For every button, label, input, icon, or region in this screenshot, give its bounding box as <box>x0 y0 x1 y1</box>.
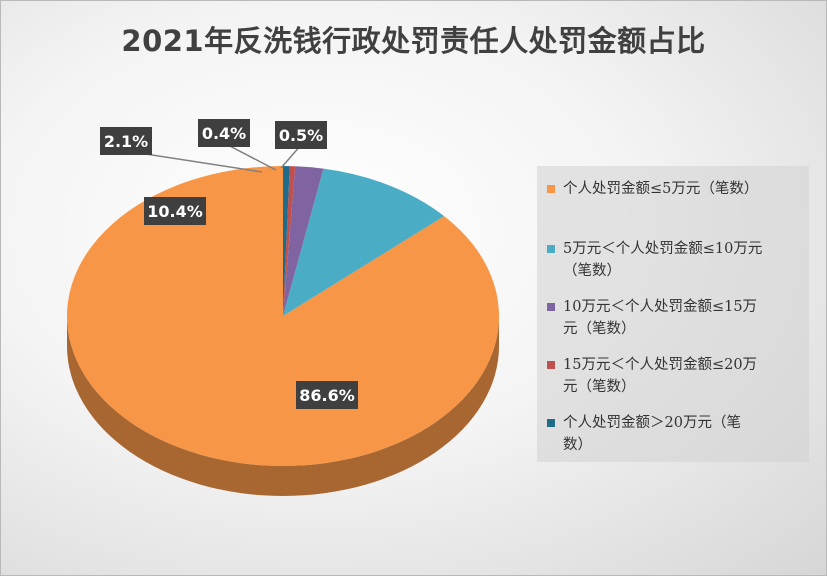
legend: 个人处罚金额≤5万元（笔数） 5万元＜个人处罚金额≤10万元 （笔数） 10万元＜… <box>537 166 809 462</box>
data-label: 2.1% <box>104 132 148 151</box>
legend-item: 个人处罚金额＞20万元（笔 数） <box>547 412 799 456</box>
data-label: 0.5% <box>279 126 323 145</box>
legend-swatch <box>547 419 555 427</box>
data-label-box <box>296 381 358 409</box>
pie-slice <box>283 166 296 316</box>
leader-line <box>223 142 277 171</box>
data-label: 0.4% <box>202 124 246 143</box>
data-label: 86.6% <box>299 386 355 405</box>
data-label: 10.4% <box>147 202 203 221</box>
legend-item: 10万元＜个人处罚金额≤15万 元（笔数） <box>547 296 799 340</box>
legend-label: 10万元＜个人处罚金额≤15万 元（笔数） <box>563 299 758 337</box>
legend-swatch <box>547 245 555 253</box>
data-label-box <box>100 127 152 155</box>
legend-label: 个人处罚金额≤5万元（笔数） <box>563 181 759 197</box>
pie-slice <box>283 166 290 316</box>
data-label-box <box>198 119 250 147</box>
legend-label: 5万元＜个人处罚金额≤10万元 （笔数） <box>563 241 763 279</box>
legend-swatch <box>547 361 555 369</box>
legend-label: 15万元＜个人处罚金额≤20万 元（笔数） <box>563 357 758 395</box>
pie-slice <box>283 166 324 316</box>
pie-slice <box>283 168 445 316</box>
legend-label: 个人处罚金额＞20万元（笔 数） <box>563 415 741 453</box>
data-label-box <box>144 197 206 225</box>
chart-title: 2021年反洗钱行政处罚责任人处罚金额占比 <box>121 24 706 58</box>
legend-swatch <box>547 185 555 193</box>
legend-item: 5万元＜个人处罚金额≤10万元 （笔数） <box>547 238 799 282</box>
pie-slice-side <box>67 316 499 496</box>
data-label-box <box>275 121 327 149</box>
legend-swatch <box>547 303 555 311</box>
legend-item: 15万元＜个人处罚金额≤20万 元（笔数） <box>547 354 799 398</box>
legend-item: 个人处罚金额≤5万元（笔数） <box>547 178 799 200</box>
